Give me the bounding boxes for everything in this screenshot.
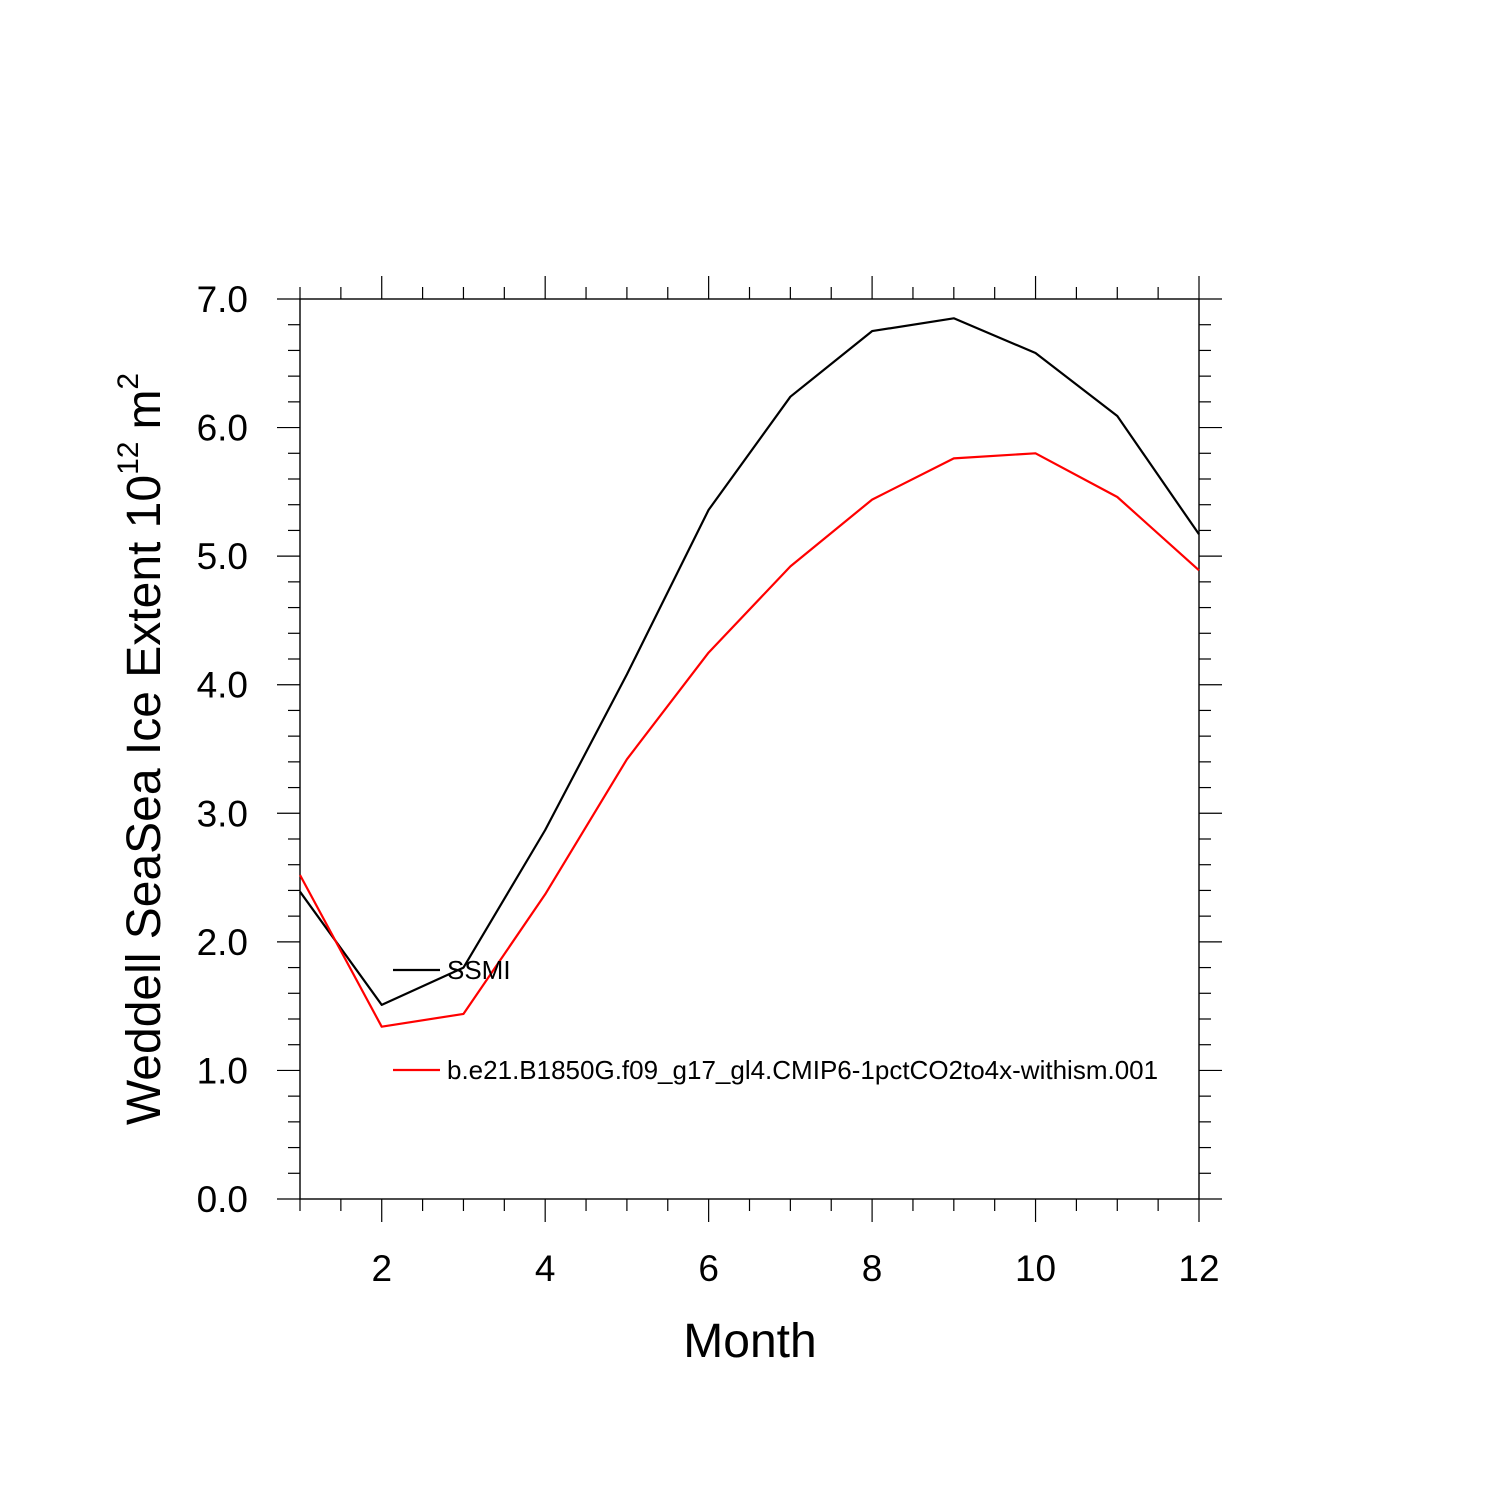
y-axis-title-unit: m — [118, 390, 171, 430]
legend-label-ssmi: SSMI — [447, 955, 511, 985]
y-axis-title-unit-exponent: 2 — [112, 373, 145, 390]
y-tick-label: 6.0 — [197, 408, 248, 449]
y-tick-label: 7.0 — [197, 279, 248, 320]
x-tick-label: 6 — [698, 1248, 719, 1289]
y-axis-title: Weddell SeaSea Ice Extent 1012 m2 — [112, 373, 171, 1125]
y-tick-label: 5.0 — [197, 536, 248, 577]
x-tick-label: 10 — [1015, 1248, 1056, 1289]
series-line-model — [299, 452, 1200, 1028]
axis-tick-labels: 0.0 1.0 2.0 3.0 4.0 5.0 6.0 7.0 2 4 6 8 10 12 — [197, 279, 1220, 1289]
x-tick-label: 4 — [535, 1248, 556, 1289]
y-tick-label: 4.0 — [197, 665, 248, 706]
y-tick-label: 3.0 — [197, 793, 248, 834]
legend-label-model: b.e21.B1850G.f09_g17_gl4.CMIP6-1pctCO2to… — [447, 1055, 1158, 1085]
axis-ticks — [277, 276, 1222, 1222]
x-tick-label: 12 — [1178, 1248, 1219, 1289]
y-axis-title-exponent: 12 — [112, 442, 145, 475]
y-axis-title-main: Weddell SeaSea Ice Extent 10 — [118, 475, 171, 1125]
x-axis-title: Month — [683, 1315, 816, 1368]
legend: SSMI b.e21.B1850G.f09_g17_gl4.CMIP6-1pct… — [393, 955, 1158, 1085]
y-tick-label: 0.0 — [197, 1179, 248, 1220]
x-tick-label: 2 — [371, 1248, 392, 1289]
y-tick-label: 2.0 — [197, 922, 248, 963]
series-line-ssmi — [299, 317, 1200, 1007]
x-tick-label: 8 — [862, 1248, 883, 1289]
series-lines — [299, 317, 1200, 1028]
y-tick-label: 1.0 — [197, 1050, 248, 1091]
